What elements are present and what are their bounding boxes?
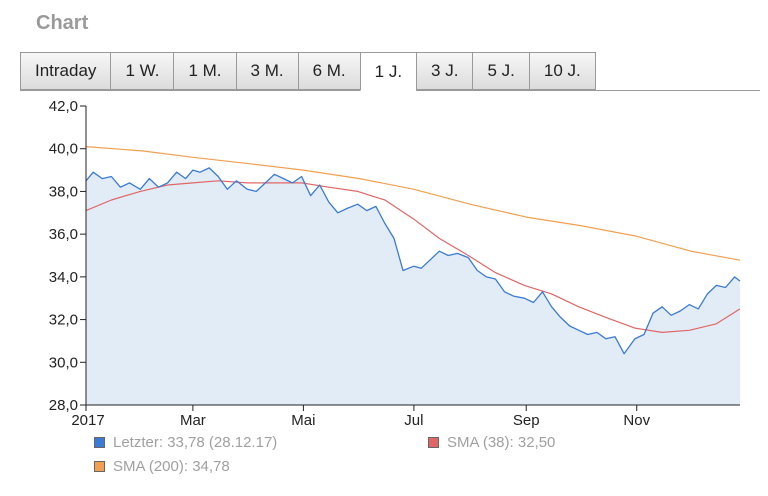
x-tick-label: 2017 <box>71 412 104 429</box>
y-tick-label: 42,0 <box>49 98 78 115</box>
series-line-last <box>85 167 741 355</box>
price-area-fill <box>86 167 740 405</box>
y-tick-label: 32,0 <box>49 312 78 329</box>
x-tick-label: Jul <box>404 412 423 429</box>
x-tick-label: Mar <box>180 412 206 429</box>
tab-1-month[interactable]: 1 M. <box>173 52 236 90</box>
period-tab-bar: Intraday 1 W. 1 M. 3 M. 6 M. 1 J. 3 J. 5… <box>20 52 760 91</box>
period-tabs: Intraday 1 W. 1 M. 3 M. 6 M. 1 J. 3 J. 5… <box>20 52 596 91</box>
legend-label-last: Letzter: 33,78 (28.12.17) <box>113 434 278 451</box>
tab-5-years[interactable]: 5 J. <box>472 52 529 90</box>
chart-legend: Letzter: 33,78 (28.12.17) SMA (38): 32,5… <box>94 434 654 478</box>
x-tick-label: Sep <box>513 412 540 429</box>
legend-swatch-sma38 <box>428 437 439 448</box>
legend-swatch-last <box>94 437 105 448</box>
tab-3-months[interactable]: 3 M. <box>235 52 298 90</box>
y-tick-label: 38,0 <box>49 183 78 200</box>
y-tick-label: 34,0 <box>49 269 78 286</box>
y-tick-label: 30,0 <box>49 354 78 371</box>
legend-label-sma38: SMA (38): 32,50 <box>447 434 556 451</box>
legend-label-sma200: SMA (200): 34,78 <box>113 458 230 475</box>
tab-3-years[interactable]: 3 J. <box>416 52 473 90</box>
series-line-sma38 <box>85 180 741 333</box>
y-tick-label: 40,0 <box>49 141 78 158</box>
x-tick-label: Nov <box>623 412 650 429</box>
tab-1-week[interactable]: 1 W. <box>110 52 174 90</box>
tab-intraday[interactable]: Intraday <box>20 52 111 90</box>
legend-item-sma38: SMA (38): 32,50 <box>428 434 555 451</box>
price-chart: 28,0 30,0 32,0 34,0 36,0 38,0 40,0 42,0 2017 Mar M… <box>49 98 741 429</box>
y-tick-label: 36,0 <box>49 226 78 243</box>
tab-10-years[interactable]: 10 J. <box>528 52 596 90</box>
series-line-sma200 <box>85 146 741 261</box>
legend-item-last: Letzter: 33,78 (28.12.17) <box>94 434 277 451</box>
x-tick-label: Mai <box>291 412 315 429</box>
tab-1-year[interactable]: 1 J. <box>359 52 417 91</box>
legend-item-sma200: SMA (200): 34,78 <box>94 458 230 475</box>
legend-swatch-sma200 <box>94 461 105 472</box>
chart-heading: Chart <box>36 12 89 34</box>
tab-6-months[interactable]: 6 M. <box>297 52 360 90</box>
y-tick-label: 28,0 <box>49 397 78 414</box>
